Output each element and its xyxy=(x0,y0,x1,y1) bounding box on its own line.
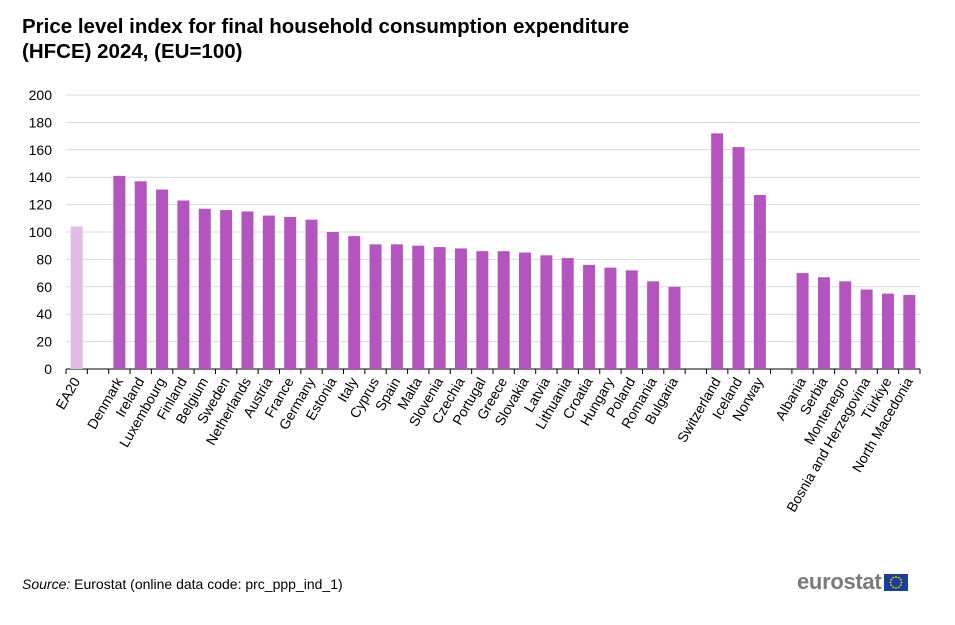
source-text: Eurostat (online data code: prc_ppp_ind_… xyxy=(70,576,343,592)
bar-serbia xyxy=(817,277,830,369)
y-tick-label: 60 xyxy=(36,279,52,295)
bar-hungary xyxy=(604,267,617,369)
bar-spain xyxy=(390,244,403,369)
bar-belgium xyxy=(198,208,211,369)
bar-austria xyxy=(262,215,275,369)
bar-lithuania xyxy=(561,258,574,369)
eurostat-logo: eurostat xyxy=(797,569,909,595)
eu-star xyxy=(890,578,893,581)
bar-croatia xyxy=(583,264,596,369)
eu-star xyxy=(890,581,892,583)
eu-star xyxy=(900,578,903,581)
y-tick-label: 160 xyxy=(29,142,53,158)
bar-portugal xyxy=(476,251,489,369)
eu-star xyxy=(890,583,893,586)
y-tick-label: 140 xyxy=(29,169,53,185)
y-tick-label: 100 xyxy=(29,224,53,240)
bar-sweden xyxy=(220,210,233,369)
bar-greece xyxy=(497,251,510,369)
bar-italy xyxy=(348,236,361,369)
bar-slovakia xyxy=(519,252,532,369)
x-tick-label: EA20 xyxy=(52,374,83,412)
eu-star xyxy=(895,586,898,589)
eu-star xyxy=(898,576,901,579)
source-note: Source: Eurostat (online data code: prc_… xyxy=(22,576,343,592)
bar-denmark xyxy=(113,175,126,369)
y-tick-label: 180 xyxy=(29,114,53,130)
bar-malta xyxy=(412,245,425,369)
bar-ireland xyxy=(134,181,147,369)
bar-netherlands xyxy=(241,211,254,369)
y-tick-label: 20 xyxy=(36,334,52,350)
y-tick-label: 120 xyxy=(29,197,53,213)
eu-stars-icon xyxy=(890,575,903,589)
bar-cyprus xyxy=(369,244,382,369)
y-tick-label: 0 xyxy=(44,361,52,377)
chart-title-line-1: Price level index for final household co… xyxy=(22,15,630,38)
bar-czechia xyxy=(454,248,467,369)
bar-ea20 xyxy=(70,226,83,369)
bar-romania xyxy=(647,281,660,369)
bar-norway xyxy=(753,195,766,369)
chart-title-line-2: (HFCE) 2024, (EU=100) xyxy=(22,40,243,63)
bar-france xyxy=(284,216,297,369)
bar-estonia xyxy=(326,232,339,369)
bar-bosnia-and-herzegovina xyxy=(860,289,873,369)
eu-star xyxy=(901,581,903,583)
bar-finland xyxy=(177,200,190,369)
chart-title: Price level index for final household co… xyxy=(22,14,922,64)
source-label: Source: xyxy=(22,576,71,592)
bar-germany xyxy=(305,219,318,369)
y-tick-label: 80 xyxy=(36,251,52,267)
bar-t-rkiye xyxy=(881,293,894,369)
eu-star xyxy=(900,583,903,586)
bar-switzerland xyxy=(711,133,724,369)
bar-north-macedonia xyxy=(903,295,916,369)
y-tick-label: 200 xyxy=(29,87,53,103)
eu-star xyxy=(892,576,895,579)
eu-flag-icon xyxy=(884,573,909,591)
logo-text: eurostat xyxy=(797,569,882,594)
bar-bulgaria xyxy=(668,286,681,369)
bar-slovenia xyxy=(433,247,446,369)
bar-latvia xyxy=(540,255,553,369)
bar-iceland xyxy=(732,147,745,369)
eu-star xyxy=(898,585,901,588)
bar-luxembourg xyxy=(156,189,169,369)
y-tick-label: 40 xyxy=(36,306,52,322)
bar-poland xyxy=(625,270,638,369)
eu-star xyxy=(892,585,895,588)
bar-montenegro xyxy=(839,281,852,369)
bar-albania xyxy=(796,273,809,369)
eu-star xyxy=(895,575,898,578)
